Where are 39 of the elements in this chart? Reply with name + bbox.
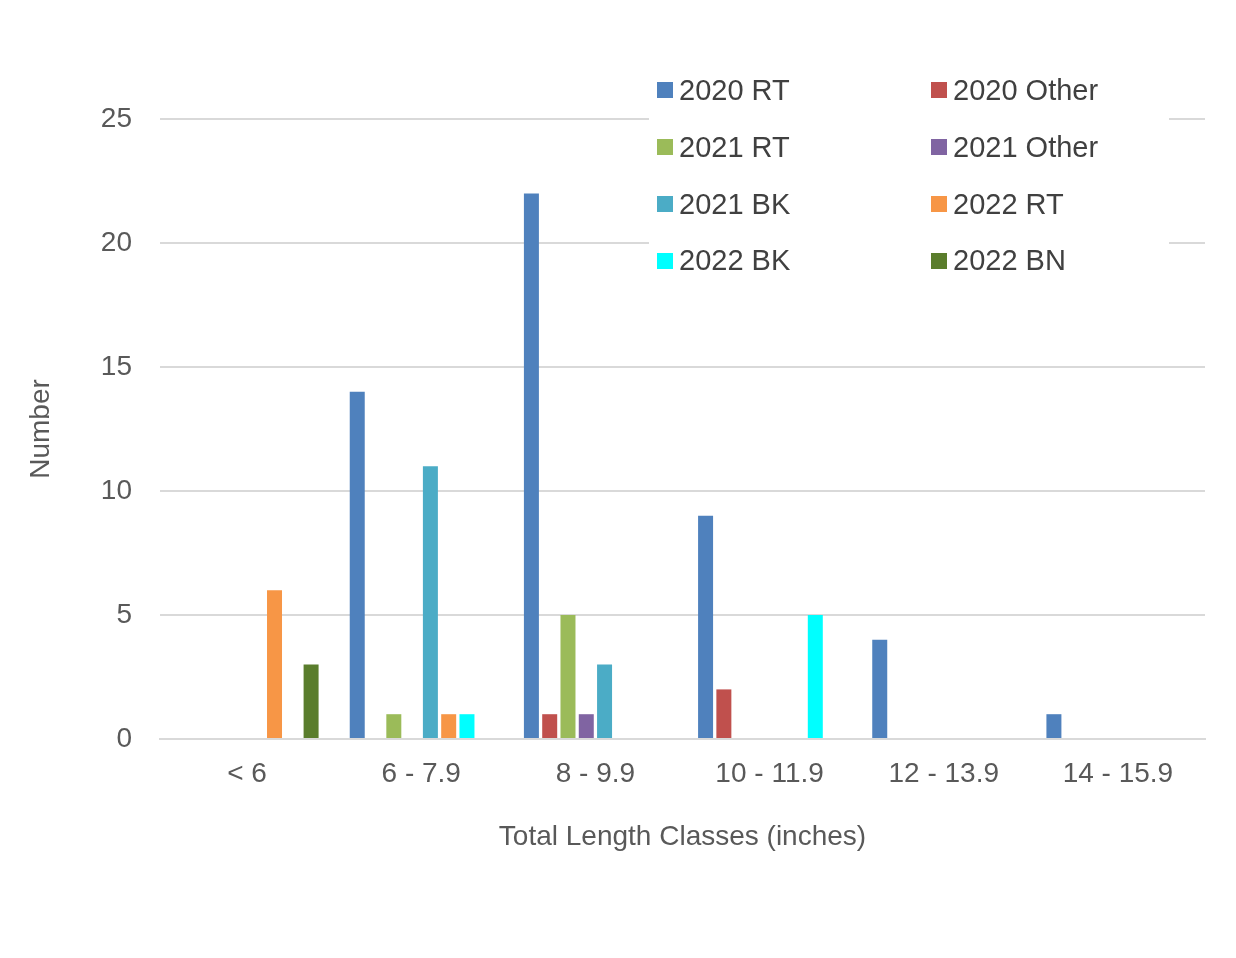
y-tick-label: 20 xyxy=(100,225,132,257)
x-tick-label: 12 - 13.9 xyxy=(888,756,1000,788)
bar xyxy=(872,639,888,738)
y-tick-label: 15 xyxy=(100,349,132,381)
bar xyxy=(1046,714,1062,738)
y-tick-label: 0 xyxy=(116,721,132,753)
bar xyxy=(303,664,319,738)
legend-label: 2020 RT xyxy=(679,73,790,108)
x-tick-label: 14 - 15.9 xyxy=(1062,756,1174,788)
bar xyxy=(523,193,539,738)
bar xyxy=(441,714,457,738)
bar xyxy=(422,466,438,738)
legend-label: 2021 Other xyxy=(953,129,1099,165)
bar xyxy=(578,714,594,738)
y-axis-title: Number xyxy=(23,379,55,479)
bar xyxy=(267,590,283,738)
bar xyxy=(542,714,558,738)
bar xyxy=(386,714,402,738)
legend-label: 2022 RT xyxy=(953,186,1064,222)
x-tick-label: 10 - 11.9 xyxy=(715,756,824,788)
legend-label: 2022 BK xyxy=(679,243,791,279)
legend-label: 2021 RT xyxy=(679,129,790,165)
bar xyxy=(716,689,732,738)
bar xyxy=(349,391,365,738)
bar xyxy=(698,515,714,738)
bar xyxy=(459,714,475,738)
x-tick-label: 6 - 7.9 xyxy=(381,756,461,788)
legend-label: 2022 BN xyxy=(953,243,1066,279)
legend-label: 2020 Other xyxy=(953,73,1099,108)
x-tick-label: < 6 xyxy=(227,756,267,788)
y-tick-label: 25 xyxy=(100,101,132,133)
y-tick-label: 10 xyxy=(100,473,132,505)
y-tick-label: 5 xyxy=(116,597,132,629)
legend-label: 2021 BK xyxy=(679,186,791,222)
bar xyxy=(807,615,823,738)
x-tick-label: 8 - 9.9 xyxy=(555,756,636,788)
bar xyxy=(597,664,613,738)
x-axis-title: Total Length Classes (inches) xyxy=(498,819,867,851)
bar xyxy=(560,615,576,738)
